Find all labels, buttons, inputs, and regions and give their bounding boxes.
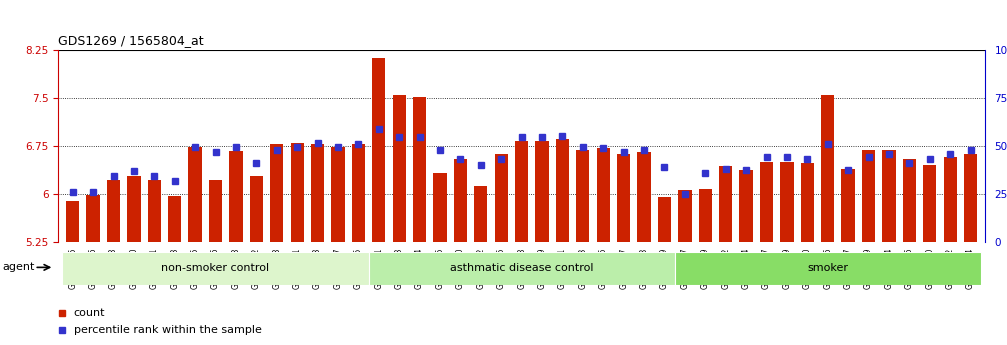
Bar	[617, 154, 630, 242]
Bar	[576, 150, 589, 241]
Bar	[964, 154, 977, 242]
Bar	[208, 180, 223, 242]
Bar	[393, 95, 406, 242]
Text: smoker: smoker	[808, 263, 848, 273]
Bar	[87, 195, 100, 242]
Bar	[494, 154, 508, 242]
Bar	[801, 163, 814, 242]
Bar	[474, 186, 487, 242]
Text: count: count	[74, 308, 105, 318]
Bar	[699, 188, 712, 241]
Bar	[454, 159, 467, 242]
Bar	[780, 162, 794, 241]
Bar	[127, 176, 141, 241]
Bar	[596, 148, 610, 242]
Bar	[62, 252, 369, 285]
Bar	[107, 180, 120, 242]
Bar	[369, 252, 675, 285]
Bar	[739, 170, 752, 242]
Bar	[515, 141, 529, 242]
Text: asthmatic disease control: asthmatic disease control	[450, 263, 593, 273]
Bar	[351, 144, 365, 241]
Bar	[862, 150, 875, 241]
Bar	[675, 252, 981, 285]
Bar	[923, 165, 937, 242]
Text: percentile rank within the sample: percentile rank within the sample	[74, 325, 262, 335]
Bar	[882, 150, 895, 241]
Bar	[331, 147, 344, 242]
Bar	[760, 162, 773, 241]
Text: non-smoker control: non-smoker control	[161, 263, 270, 273]
Bar	[679, 190, 692, 242]
Bar	[902, 159, 916, 242]
Bar	[270, 144, 283, 241]
Bar	[637, 152, 651, 242]
Bar	[658, 197, 671, 241]
Bar	[821, 95, 835, 242]
Bar	[291, 142, 304, 241]
Bar	[250, 176, 263, 242]
Bar	[433, 173, 447, 242]
Bar	[66, 201, 80, 242]
Text: agent: agent	[2, 263, 34, 272]
Bar	[556, 139, 569, 241]
Bar	[168, 196, 181, 242]
Bar	[148, 180, 161, 242]
Bar	[311, 144, 324, 241]
Bar	[536, 141, 549, 242]
Bar	[944, 157, 957, 241]
Bar	[188, 147, 201, 242]
Text: GDS1269 / 1565804_at: GDS1269 / 1565804_at	[58, 34, 204, 48]
Bar	[230, 151, 243, 241]
Bar	[373, 58, 386, 241]
Bar	[719, 166, 732, 242]
Bar	[413, 97, 426, 242]
Bar	[842, 169, 855, 242]
